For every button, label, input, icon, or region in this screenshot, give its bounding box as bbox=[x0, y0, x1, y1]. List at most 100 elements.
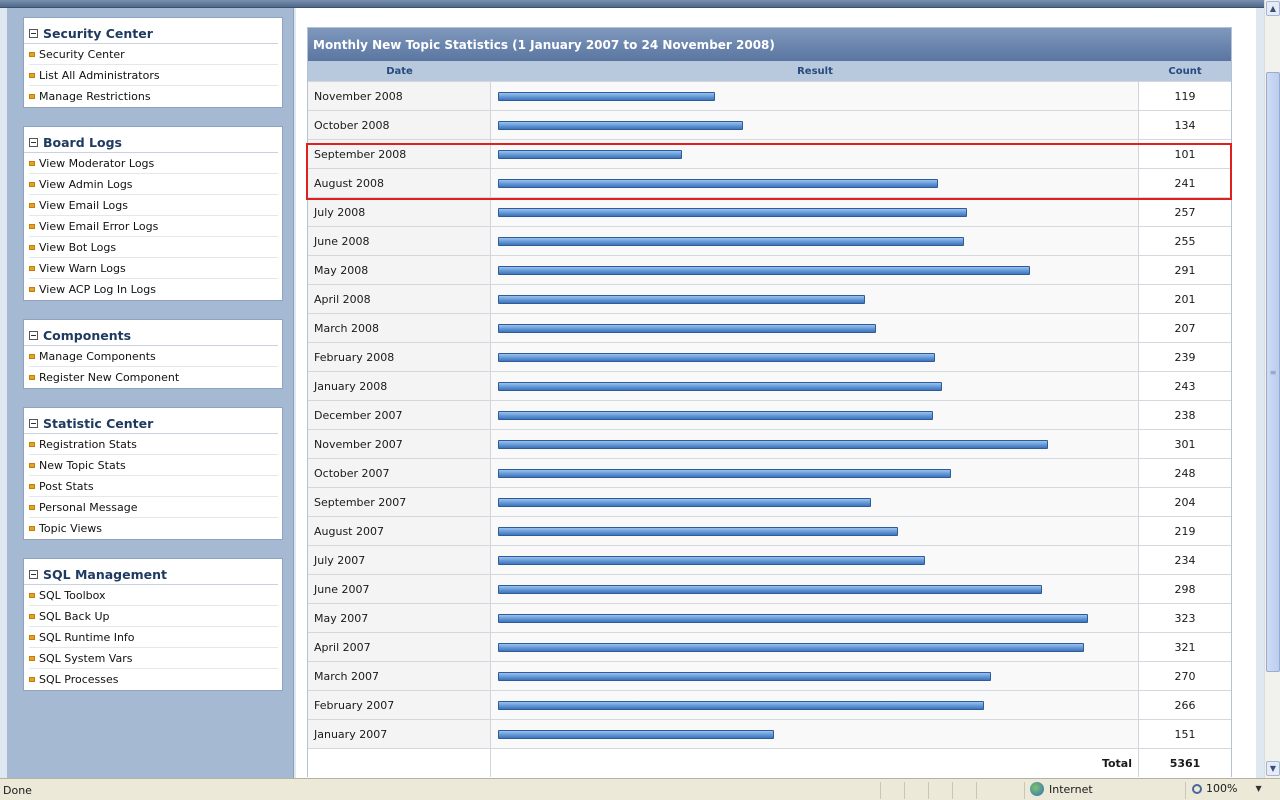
stats-table-body: November 2008 119 October 2008 134 September… bbox=[308, 81, 1231, 748]
row-count: 207 bbox=[1139, 314, 1231, 342]
sidebar-link[interactable]: List All Administrators bbox=[29, 65, 278, 86]
sidebar-link-label[interactable]: Registration Stats bbox=[39, 437, 137, 451]
sidebar-link[interactable]: SQL Toolbox bbox=[29, 585, 278, 606]
column-header-result: Result bbox=[797, 65, 833, 77]
vertical-scrollbar[interactable]: ▲ ≡ ▼ bbox=[1264, 0, 1280, 778]
sidebar-link[interactable]: Manage Components bbox=[29, 346, 278, 367]
column-header-count: Count bbox=[1168, 65, 1202, 77]
sidebar-block-header: SQL Management bbox=[24, 559, 278, 585]
row-date: September 2007 bbox=[308, 488, 491, 516]
sidebar-link-label[interactable]: View Email Logs bbox=[39, 198, 128, 212]
sidebar-link[interactable]: Registration Stats bbox=[29, 434, 278, 455]
sidebar-link-label[interactable]: SQL Processes bbox=[39, 673, 119, 686]
sidebar-link[interactable]: Register New Component bbox=[29, 367, 278, 388]
result-bar bbox=[498, 323, 876, 333]
collapse-icon[interactable] bbox=[29, 138, 38, 147]
table-row: April 2007 321 bbox=[308, 632, 1231, 661]
sidebar-link[interactable]: View Email Error Logs bbox=[29, 216, 278, 237]
sidebar-link-label[interactable]: New Topic Stats bbox=[39, 458, 126, 472]
sidebar-link-label[interactable]: View Email Error Logs bbox=[39, 219, 159, 233]
sidebar-link[interactable]: SQL Processes bbox=[29, 669, 278, 690]
row-count: 243 bbox=[1139, 372, 1231, 400]
sidebar-link[interactable]: View ACP Log In Logs bbox=[29, 279, 278, 300]
row-count: 298 bbox=[1139, 575, 1231, 603]
main-content: Monthly New Topic Statistics (1 January … bbox=[296, 8, 1256, 778]
zoom-control[interactable]: 100% ▼ bbox=[1192, 782, 1262, 795]
row-count: 266 bbox=[1139, 691, 1231, 719]
sidebar-link[interactable]: Post Stats bbox=[29, 476, 278, 497]
collapse-icon[interactable] bbox=[29, 570, 38, 579]
sidebar-link[interactable]: View Bot Logs bbox=[29, 237, 278, 258]
sidebar-link-label[interactable]: SQL Runtime Info bbox=[39, 630, 135, 644]
sidebar-link-label[interactable]: Security Center bbox=[39, 47, 125, 61]
row-date: April 2008 bbox=[308, 285, 491, 313]
bullet-icon bbox=[29, 592, 35, 598]
table-row: August 2008 241 bbox=[308, 168, 1231, 197]
result-bar bbox=[498, 265, 1030, 275]
sidebar-link-label[interactable]: SQL System Vars bbox=[39, 651, 133, 665]
sidebar-link[interactable]: View Admin Logs bbox=[29, 174, 278, 195]
row-count: 255 bbox=[1139, 227, 1231, 255]
sidebar-block-header: Board Logs bbox=[24, 127, 278, 153]
sidebar-link-label[interactable]: View Admin Logs bbox=[39, 177, 133, 191]
sidebar-link-label[interactable]: Personal Message bbox=[39, 500, 138, 514]
sidebar-link-label[interactable]: View Moderator Logs bbox=[39, 156, 155, 170]
scroll-thumb[interactable]: ≡ bbox=[1266, 72, 1280, 672]
sidebar-link-label[interactable]: Manage Restrictions bbox=[39, 90, 151, 103]
sidebar-link[interactable]: View Moderator Logs bbox=[29, 153, 278, 174]
result-bar bbox=[498, 468, 951, 478]
sidebar-link-label[interactable]: View ACP Log In Logs bbox=[39, 283, 156, 296]
row-count: 151 bbox=[1139, 720, 1231, 748]
sidebar-link-label[interactable]: SQL Back Up bbox=[39, 609, 110, 623]
result-bar bbox=[498, 410, 933, 420]
table-row: December 2007 238 bbox=[308, 400, 1231, 429]
bullet-icon bbox=[29, 655, 35, 661]
sidebar-block-header: Security Center bbox=[24, 18, 278, 44]
scroll-up-icon[interactable]: ▲ bbox=[1266, 1, 1280, 16]
sidebar-link[interactable]: SQL System Vars bbox=[29, 648, 278, 669]
sidebar-link-label[interactable]: Register New Component bbox=[39, 371, 180, 384]
collapse-icon[interactable] bbox=[29, 331, 38, 340]
row-count: 234 bbox=[1139, 546, 1231, 574]
sidebar-link-label[interactable]: Post Stats bbox=[39, 479, 94, 493]
sidebar-block-title: Security Center bbox=[43, 26, 153, 41]
row-date: July 2007 bbox=[308, 546, 491, 574]
table-row: June 2008 255 bbox=[308, 226, 1231, 255]
sidebar-link[interactable]: View Email Logs bbox=[29, 195, 278, 216]
table-row: October 2007 248 bbox=[308, 458, 1231, 487]
top-border bbox=[0, 0, 1264, 8]
sidebar-link-label[interactable]: Topic Views bbox=[39, 522, 102, 535]
scroll-down-icon[interactable]: ▼ bbox=[1266, 761, 1280, 776]
sidebar-link-label[interactable]: SQL Toolbox bbox=[39, 588, 106, 602]
table-row: April 2008 201 bbox=[308, 284, 1231, 313]
sidebar-link[interactable]: SQL Back Up bbox=[29, 606, 278, 627]
sidebar-link[interactable]: Manage Restrictions bbox=[29, 86, 278, 107]
sidebar-link[interactable]: Security Center bbox=[29, 44, 278, 65]
sidebar-link-label[interactable]: Manage Components bbox=[39, 349, 156, 363]
sidebar-block-title: SQL Management bbox=[43, 567, 167, 582]
sidebar-block: SQL Management SQL Toolbox SQL Back Up SQL … bbox=[23, 558, 283, 691]
sidebar-link[interactable]: Personal Message bbox=[29, 497, 278, 518]
chevron-down-icon[interactable]: ▼ bbox=[1255, 784, 1262, 793]
table-row: March 2008 207 bbox=[308, 313, 1231, 342]
sidebar-link-label[interactable]: View Bot Logs bbox=[39, 240, 117, 254]
row-date: April 2007 bbox=[308, 633, 491, 661]
sidebar-block-title: Statistic Center bbox=[43, 416, 154, 431]
sidebar-link[interactable]: Topic Views bbox=[29, 518, 278, 539]
sidebar-block-title: Board Logs bbox=[43, 135, 122, 150]
sidebar-link[interactable]: SQL Runtime Info bbox=[29, 627, 278, 648]
sidebar-link-label[interactable]: View Warn Logs bbox=[39, 261, 126, 275]
sidebar-link[interactable]: View Warn Logs bbox=[29, 258, 278, 279]
row-date: October 2008 bbox=[308, 111, 491, 139]
table-row: September 2007 204 bbox=[308, 487, 1231, 516]
sidebar-link[interactable]: New Topic Stats bbox=[29, 455, 278, 476]
panel-title: Monthly New Topic Statistics (1 January … bbox=[308, 28, 1231, 61]
row-count: 219 bbox=[1139, 517, 1231, 545]
collapse-icon[interactable] bbox=[29, 29, 38, 38]
row-count: 239 bbox=[1139, 343, 1231, 371]
sidebar-link-label[interactable]: List All Administrators bbox=[39, 68, 160, 82]
collapse-icon[interactable] bbox=[29, 419, 38, 428]
table-row: February 2008 239 bbox=[308, 342, 1231, 371]
result-bar bbox=[498, 584, 1042, 594]
sidebar-block-header: Components bbox=[24, 320, 278, 346]
